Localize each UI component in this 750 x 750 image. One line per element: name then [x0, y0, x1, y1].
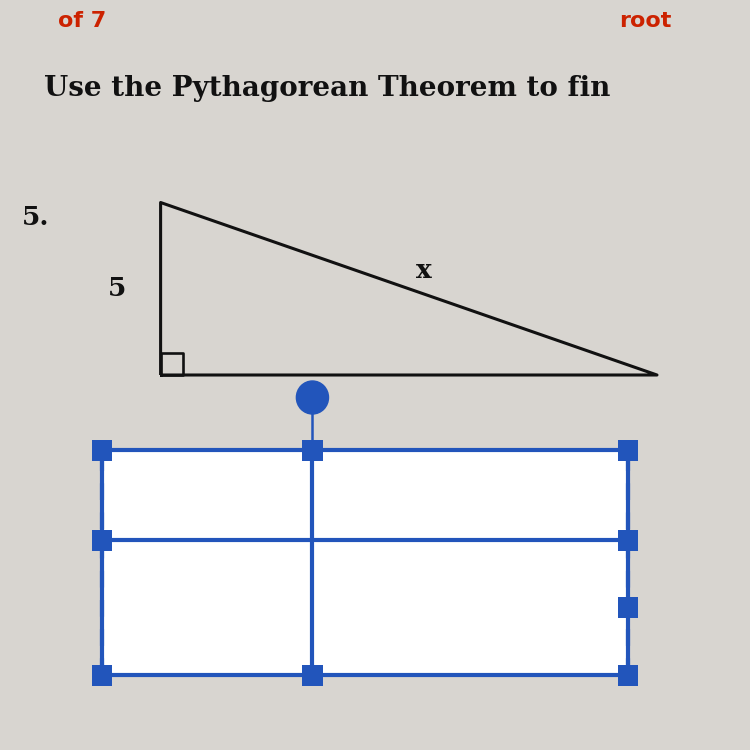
Text: x: x — [416, 257, 431, 283]
Bar — [302, 440, 322, 460]
Bar — [92, 440, 112, 460]
Bar — [617, 530, 638, 550]
Circle shape — [296, 381, 328, 414]
Text: x = |: x = | — [131, 591, 194, 615]
Text: of 7: of 7 — [58, 11, 106, 32]
Text: 5: 5 — [107, 276, 126, 302]
Text: root: root — [620, 11, 671, 32]
Bar — [617, 440, 638, 460]
Bar — [617, 597, 638, 618]
Text: Use the Pythagorean Theorem to fin: Use the Pythagorean Theorem to fin — [44, 75, 610, 102]
Bar — [92, 530, 112, 550]
Bar — [617, 664, 638, 686]
Bar — [102, 450, 628, 675]
Bar — [302, 664, 322, 686]
Text: 5.: 5. — [22, 205, 50, 230]
Bar — [92, 664, 112, 686]
